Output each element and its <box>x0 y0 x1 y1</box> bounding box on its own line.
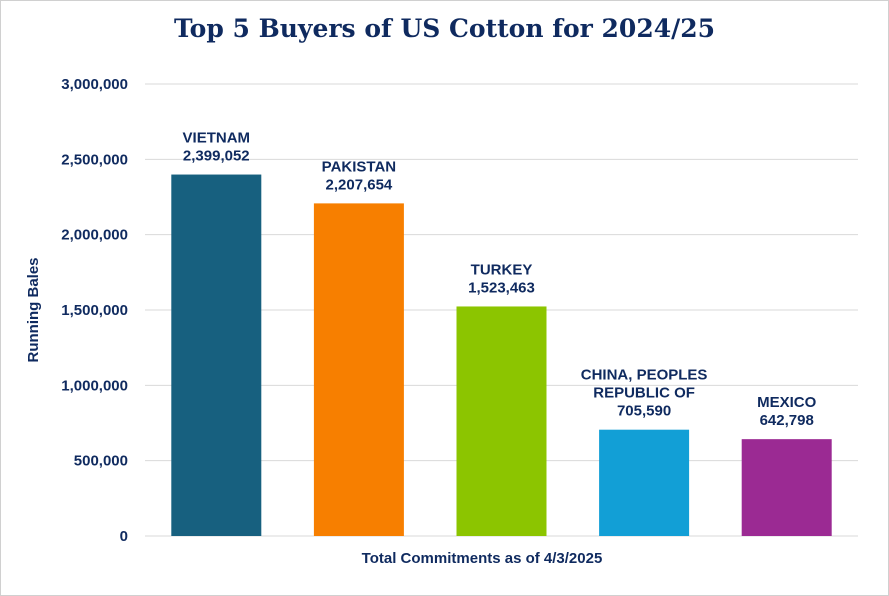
y-axis-title: Running Bales <box>25 257 42 362</box>
y-tick-label: 500,000 <box>74 453 128 470</box>
y-tick-label: 0 <box>120 528 128 545</box>
y-tick-label: 1,000,000 <box>61 377 128 394</box>
bar-0 <box>171 174 262 536</box>
bar-2 <box>456 306 547 536</box>
data-label-value: 2,399,052 <box>183 148 250 165</box>
data-label-category: PAKISTAN <box>322 158 396 175</box>
data-label-value: 2,207,654 <box>326 176 393 193</box>
bar-3 <box>599 429 690 536</box>
data-label-value: 1,523,463 <box>468 279 535 296</box>
data-label-category: CHINA, PEOPLES <box>581 367 708 384</box>
bar-4 <box>741 439 832 536</box>
bar-1 <box>313 203 404 536</box>
y-tick-label: 3,000,000 <box>61 76 128 93</box>
x-axis-title: Total Commitments as of 4/3/2025 <box>362 550 603 567</box>
data-label-value: 642,798 <box>760 412 814 429</box>
data-label-category: REPUBLIC OF <box>593 385 695 402</box>
y-tick-label: 2,000,000 <box>61 227 128 244</box>
data-label-category: VIETNAM <box>183 130 251 147</box>
data-label-category: MEXICO <box>757 394 817 411</box>
data-label-value: 705,590 <box>617 403 671 420</box>
y-axis-ticks: 0 500,000 1,000,000 1,500,000 2,000,000 2,500… <box>61 76 128 545</box>
bars <box>171 174 832 536</box>
data-label-category: TURKEY <box>471 261 533 278</box>
y-tick-label: 1,500,000 <box>61 302 128 319</box>
chart-title: Top 5 Buyers of US Cotton for 2024/25 <box>173 14 716 43</box>
y-tick-label: 2,500,000 <box>61 151 128 168</box>
